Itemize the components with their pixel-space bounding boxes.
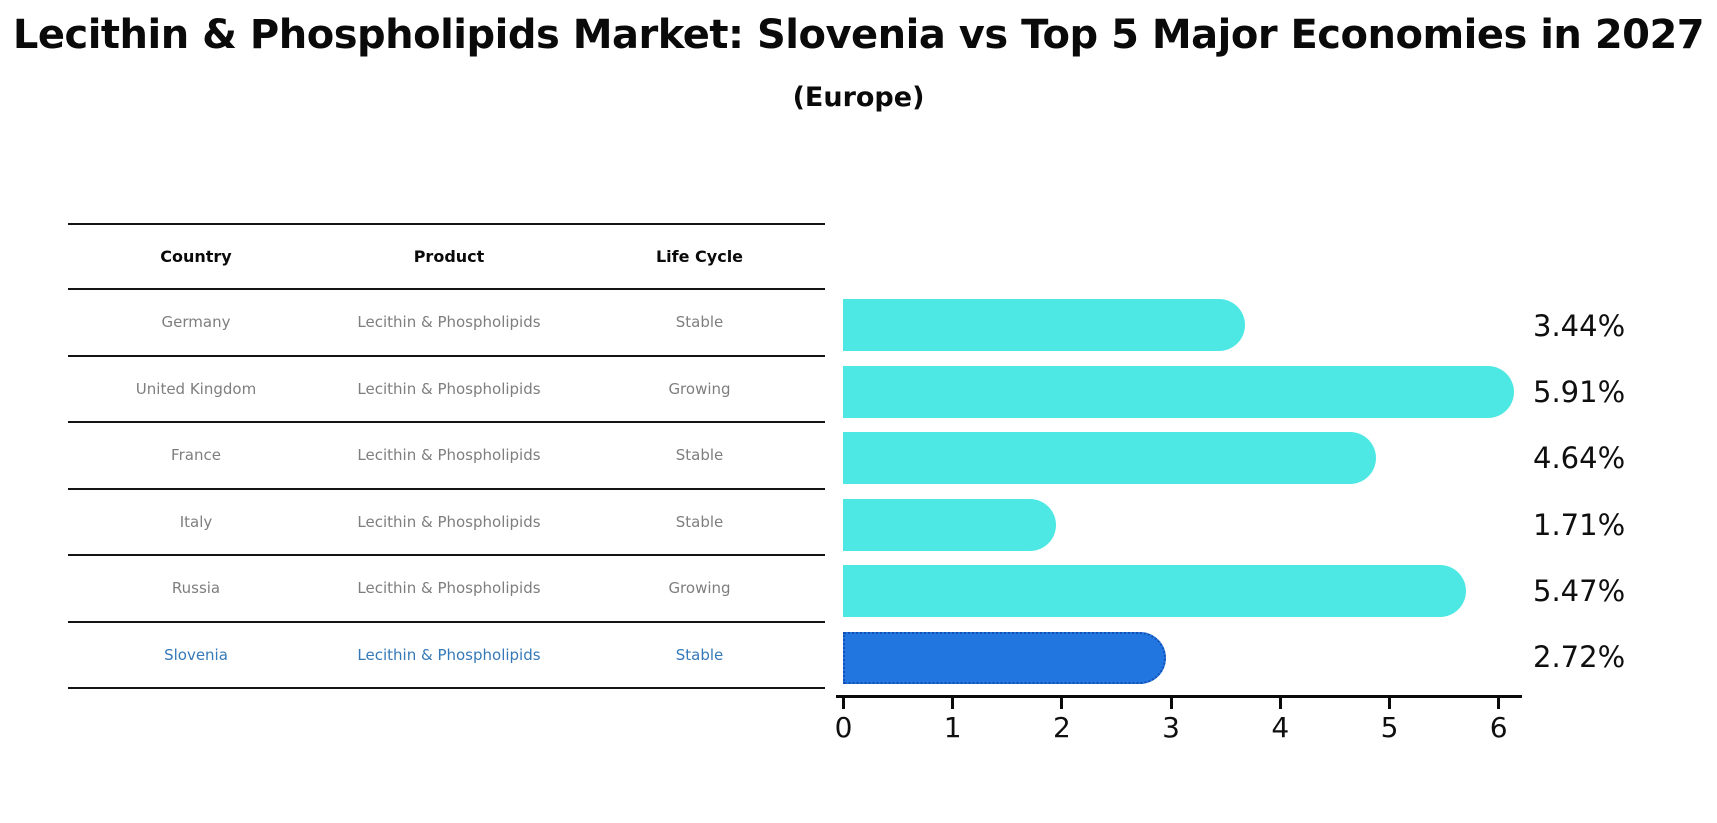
table-row-italy: Italy Lecithin & Phospholipids Stable (68, 490, 825, 556)
x-axis-tick-4 (1278, 698, 1282, 709)
x-axis-tick-6 (1497, 698, 1501, 709)
cell-country: Italy (179, 512, 213, 531)
x-axis-tick-label-1: 1 (943, 711, 962, 744)
x-axis-tick-3 (1169, 698, 1173, 709)
chart-subtitle: (Europe) (792, 82, 925, 113)
x-axis-tick-label-4: 4 (1271, 711, 1290, 744)
bar-slovenia-highlighted (843, 631, 1167, 684)
bar-france (843, 432, 1376, 484)
x-axis-tick-label-3: 3 (1162, 711, 1180, 744)
value-label-slovenia: 2.72% (1533, 640, 1626, 674)
cell-product: Lecithin & Phospholipids (357, 446, 541, 465)
cell-product: Lecithin & Phospholipids (357, 512, 541, 531)
cell-product: Lecithin & Phospholipids (357, 379, 541, 398)
table-row-russia: Russia Lecithin & Phospholipids Growing (68, 556, 825, 623)
x-axis-tick-2 (1060, 698, 1064, 709)
cell-country: Slovenia (164, 645, 228, 664)
value-label-germany: 3.44% (1533, 309, 1626, 343)
x-axis-tick-label-6: 6 (1489, 711, 1508, 744)
bar-united-kingdom (843, 365, 1515, 418)
table-row-france: France Lecithin & Phospholipids Stable (68, 423, 825, 490)
chart-title: Lecithin & Phospholipids Market: Sloveni… (12, 12, 1705, 58)
x-axis-tick-5 (1388, 698, 1391, 709)
x-axis-tick-0 (842, 698, 845, 709)
country-info-table: Country Product Life Cycle Germany Lecit… (68, 223, 825, 689)
cell-life-cycle: Stable (675, 512, 724, 531)
cell-product: Lecithin & Phospholipids (357, 313, 541, 332)
x-axis-tick-1 (951, 698, 955, 709)
table-header-row: Country Product Life Cycle (68, 223, 825, 290)
cell-life-cycle: Growing (668, 579, 731, 598)
value-label-united-kingdom: 5.91% (1533, 375, 1626, 409)
table-row-united-kingdom: United Kingdom Lecithin & Phospholipids … (68, 357, 825, 423)
cell-life-cycle: Growing (668, 379, 731, 398)
bar-germany (843, 299, 1245, 351)
x-axis-tick-label-2: 2 (1052, 711, 1071, 744)
table-row-slovenia: Slovenia Lecithin & Phospholipids Stable (68, 623, 825, 689)
bar-italy (843, 498, 1056, 551)
cell-country: France (171, 446, 221, 465)
table-header-life-cycle: Life Cycle (655, 247, 744, 266)
value-label-italy: 1.71% (1533, 508, 1626, 542)
x-axis-tick-label-0: 0 (834, 711, 853, 744)
cell-product: Lecithin & Phospholipids (357, 645, 541, 664)
value-label-france: 4.64% (1533, 441, 1626, 475)
cell-life-cycle: Stable (675, 446, 724, 465)
table-header-country: Country (160, 247, 232, 266)
cell-country: United Kingdom (135, 379, 257, 398)
cell-country: Germany (161, 313, 231, 332)
cell-product: Lecithin & Phospholipids (357, 579, 541, 598)
cell-country: Russia (171, 579, 221, 598)
cell-life-cycle: Stable (675, 313, 724, 332)
cell-life-cycle: Stable (675, 645, 724, 664)
table-row-germany: Germany Lecithin & Phospholipids Stable (68, 290, 825, 357)
x-axis-spine (836, 695, 1522, 698)
x-axis-tick-label-5: 5 (1380, 711, 1399, 744)
value-label-russia: 5.47% (1533, 574, 1626, 608)
table-header-product: Product (413, 247, 485, 266)
bar-russia (843, 565, 1467, 617)
